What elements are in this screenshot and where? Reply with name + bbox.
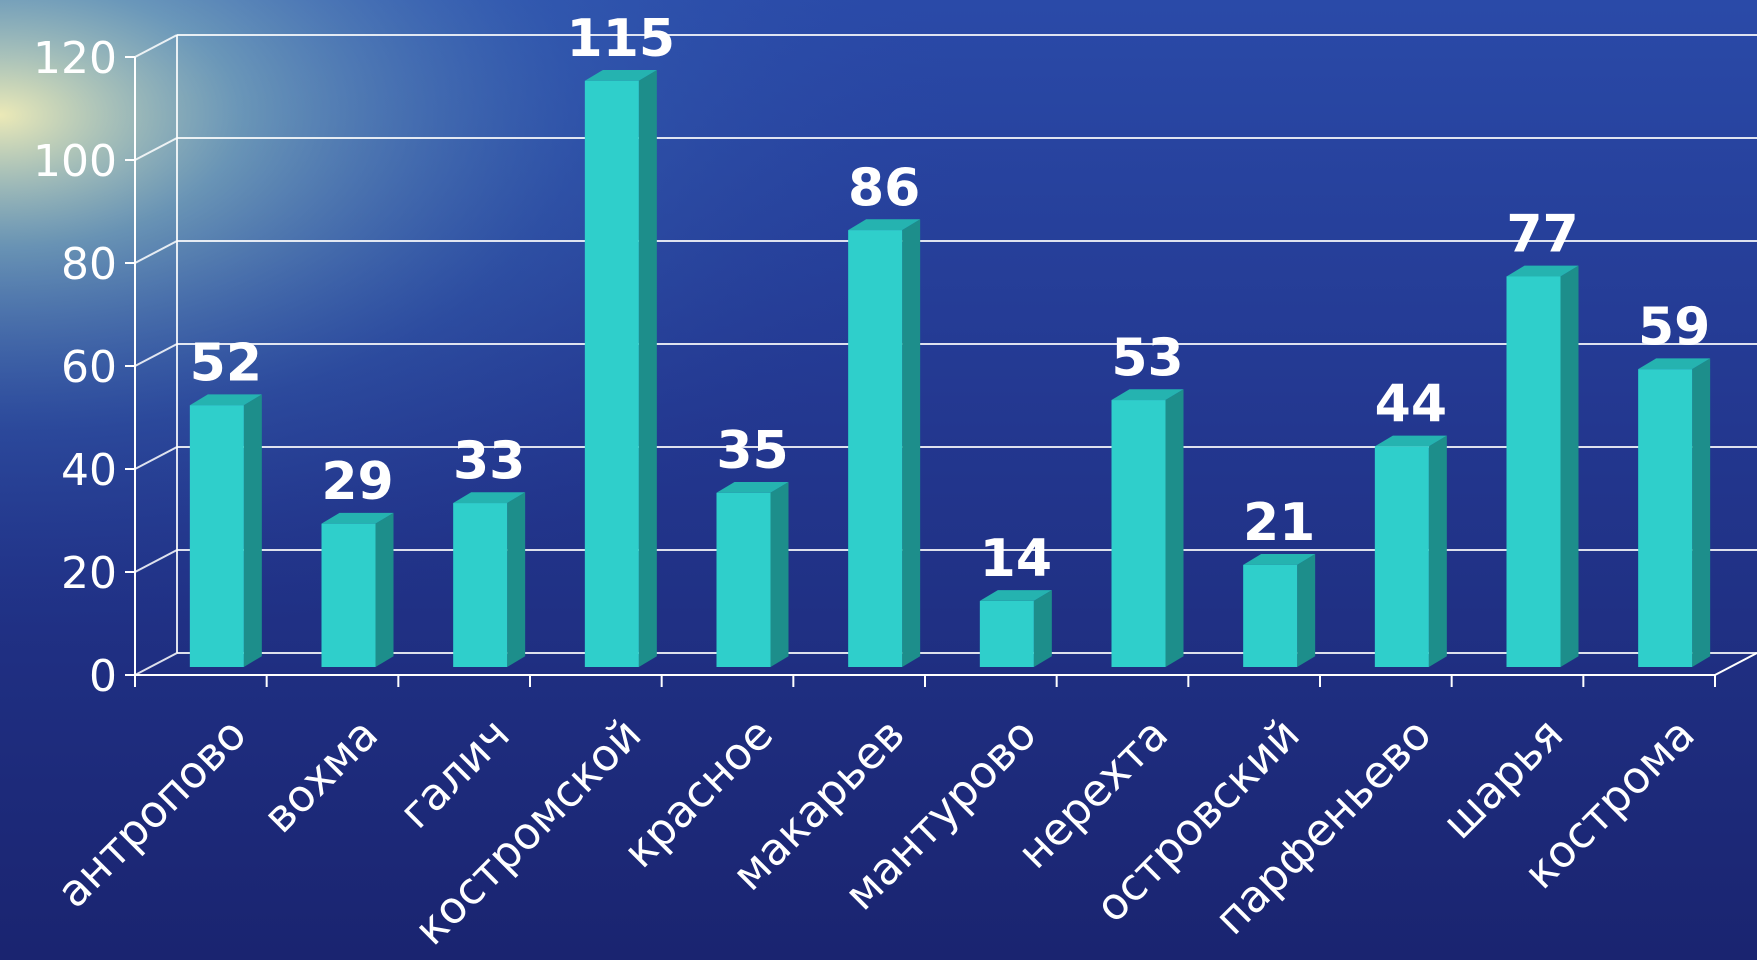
- bar-front: [1374, 446, 1429, 667]
- bar-top: [584, 69, 657, 81]
- bar-front: [979, 600, 1034, 667]
- data-label: 14: [980, 529, 1052, 589]
- bar-top: [716, 481, 789, 493]
- bar-front: [189, 405, 244, 667]
- bar-top: [321, 512, 394, 524]
- bar-front: [1638, 369, 1693, 667]
- bar-front: [1506, 276, 1561, 667]
- bar-side: [902, 219, 921, 668]
- bar-side: [1297, 554, 1316, 667]
- data-label: 44: [1375, 375, 1447, 435]
- bar-side: [507, 492, 526, 667]
- bar: [1111, 389, 1184, 667]
- y-tick-label: 0: [89, 651, 117, 702]
- bar: [453, 492, 526, 667]
- y-tick-label: 20: [61, 548, 117, 599]
- data-label: 35: [716, 421, 788, 481]
- data-label: 21: [1243, 493, 1315, 553]
- bars-layer: [189, 69, 1711, 668]
- bar-front: [584, 80, 639, 667]
- bar-top: [1638, 358, 1711, 370]
- data-label: 33: [453, 431, 525, 491]
- bar-side: [770, 481, 789, 667]
- bar: [1243, 554, 1316, 667]
- bar-side: [1428, 435, 1447, 667]
- y-tick-label: 60: [61, 342, 117, 393]
- gridline-side: [134, 446, 178, 470]
- bar: [1638, 358, 1711, 667]
- bar: [1374, 435, 1447, 667]
- x-axis-depth: [1714, 652, 1757, 676]
- bar: [321, 512, 394, 667]
- bar-front: [321, 523, 376, 667]
- bar-top: [1374, 435, 1447, 447]
- bar-side: [1165, 389, 1184, 667]
- bar-side: [1033, 590, 1052, 667]
- bar-front: [1111, 400, 1166, 667]
- bar: [1506, 265, 1579, 667]
- bar-top: [848, 219, 921, 231]
- bar-side: [638, 69, 657, 667]
- bar-side: [1692, 358, 1711, 667]
- y-tick-label: 100: [33, 136, 117, 187]
- bar-top: [979, 590, 1052, 601]
- bar: [979, 590, 1052, 667]
- bar: [189, 394, 262, 667]
- bar-front: [716, 492, 771, 667]
- gridline-side: [134, 652, 178, 676]
- bar-top: [453, 492, 526, 504]
- bar-top: [1111, 389, 1184, 401]
- y-tick-label: 40: [61, 445, 117, 496]
- bar-front: [848, 230, 903, 667]
- bar-side: [1560, 265, 1579, 667]
- gridline-side: [134, 343, 178, 367]
- data-label: 52: [190, 333, 262, 393]
- bar: [716, 481, 789, 667]
- gridline-side: [134, 137, 178, 161]
- data-label: 77: [1506, 205, 1578, 265]
- y-tick-label: 120: [33, 33, 117, 84]
- bar-front: [1243, 564, 1298, 667]
- data-label: 53: [1111, 328, 1183, 388]
- data-label: 86: [848, 158, 920, 218]
- gridline-side: [134, 240, 178, 264]
- bar: [848, 219, 921, 668]
- bar-front: [453, 503, 508, 667]
- bar-top: [1243, 554, 1316, 565]
- bar-side: [375, 512, 394, 667]
- bar-top: [189, 394, 262, 406]
- data-label: 115: [567, 9, 676, 69]
- data-label: 29: [321, 452, 393, 512]
- y-tick-label: 80: [61, 239, 117, 290]
- bar: [584, 69, 657, 667]
- data-label: 59: [1638, 297, 1710, 357]
- bar-top: [1506, 265, 1579, 277]
- axes-layer: 0 20 40 60 80 100 120: [33, 33, 1757, 702]
- gridline-side: [134, 34, 178, 58]
- gridline-side: [134, 549, 178, 573]
- bar-side: [243, 394, 262, 667]
